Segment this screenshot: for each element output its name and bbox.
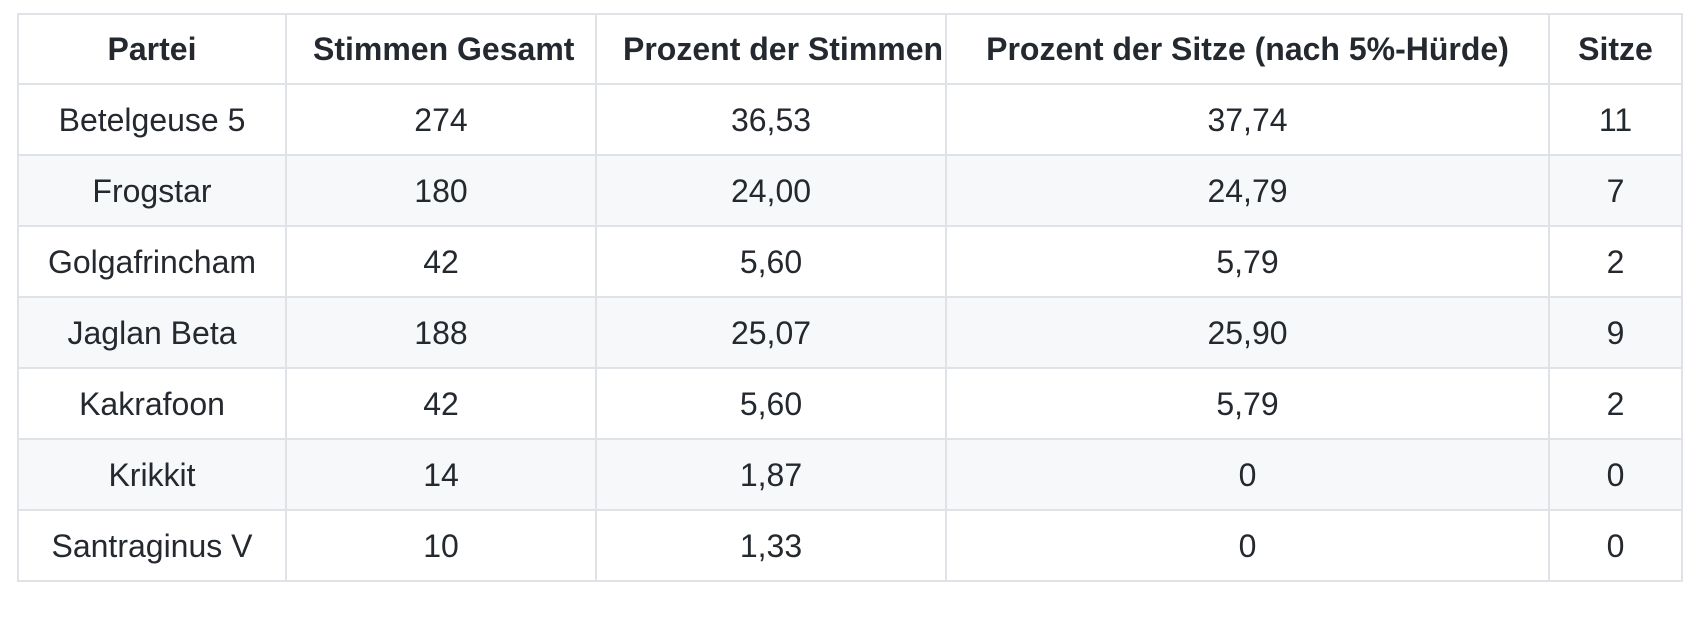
table-cell: 2 (1548, 367, 1683, 440)
table-row: Golgafrincham 42 5,60 5,79 2 (17, 225, 1683, 298)
table-cell: 42 (285, 367, 597, 440)
table-row: Jaglan Beta 188 25,07 25,90 9 (17, 296, 1683, 369)
header-cell-sitze: Sitze (1548, 13, 1683, 85)
table-cell: Kakrafoon (17, 367, 287, 440)
table-cell: 274 (285, 83, 597, 156)
table-cell: 11 (1548, 83, 1683, 156)
page-content: Partei Stimmen Gesamt Prozent der Stimme… (17, 13, 1683, 582)
table-cell: 5,60 (595, 225, 947, 298)
table-cell: 10 (285, 509, 597, 582)
table-cell: Betelgeuse 5 (17, 83, 287, 156)
table-cell: 37,74 (945, 83, 1550, 156)
table-cell: 24,79 (945, 154, 1550, 227)
election-results-table: Partei Stimmen Gesamt Prozent der Stimme… (17, 13, 1683, 582)
table-cell: 1,33 (595, 509, 947, 582)
table-body: Betelgeuse 5 274 36,53 37,74 11 Frogstar 180 24… (17, 83, 1683, 582)
table-cell: 36,53 (595, 83, 947, 156)
table-cell: 0 (1548, 438, 1683, 511)
header-row: Partei Stimmen Gesamt Prozent der Stimme… (17, 13, 1683, 85)
table-row: Krikkit 14 1,87 0 0 (17, 438, 1683, 511)
header-cell-prozent-stimmen: Prozent der Stimmen (595, 13, 947, 85)
table-cell: 188 (285, 296, 597, 369)
table-row: Betelgeuse 5 274 36,53 37,74 11 (17, 83, 1683, 156)
table-cell: 0 (1548, 509, 1683, 582)
table-cell: 0 (945, 438, 1550, 511)
table-cell: Golgafrincham (17, 225, 287, 298)
table-cell: 1,87 (595, 438, 947, 511)
table-row: Frogstar 180 24,00 24,79 7 (17, 154, 1683, 227)
table-cell: 25,90 (945, 296, 1550, 369)
table-cell: Krikkit (17, 438, 287, 511)
table-cell: Frogstar (17, 154, 287, 227)
table-cell: Jaglan Beta (17, 296, 287, 369)
table-cell: 0 (945, 509, 1550, 582)
table-cell: 5,79 (945, 367, 1550, 440)
table-row: Santraginus V 10 1,33 0 0 (17, 509, 1683, 582)
header-cell-stimmen-gesamt: Stimmen Gesamt (285, 13, 597, 85)
table-header: Partei Stimmen Gesamt Prozent der Stimme… (17, 13, 1683, 85)
table-cell: 14 (285, 438, 597, 511)
header-cell-partei: Partei (17, 13, 287, 85)
table-cell: Santraginus V (17, 509, 287, 582)
table-cell: 2 (1548, 225, 1683, 298)
table-cell: 5,79 (945, 225, 1550, 298)
table-row: Kakrafoon 42 5,60 5,79 2 (17, 367, 1683, 440)
table-cell: 42 (285, 225, 597, 298)
header-cell-prozent-sitze: Prozent der Sitze (nach 5%-Hürde) (945, 13, 1550, 85)
table-cell: 25,07 (595, 296, 947, 369)
table-cell: 180 (285, 154, 597, 227)
table-cell: 7 (1548, 154, 1683, 227)
table-cell: 5,60 (595, 367, 947, 440)
table-cell: 9 (1548, 296, 1683, 369)
table-cell: 24,00 (595, 154, 947, 227)
